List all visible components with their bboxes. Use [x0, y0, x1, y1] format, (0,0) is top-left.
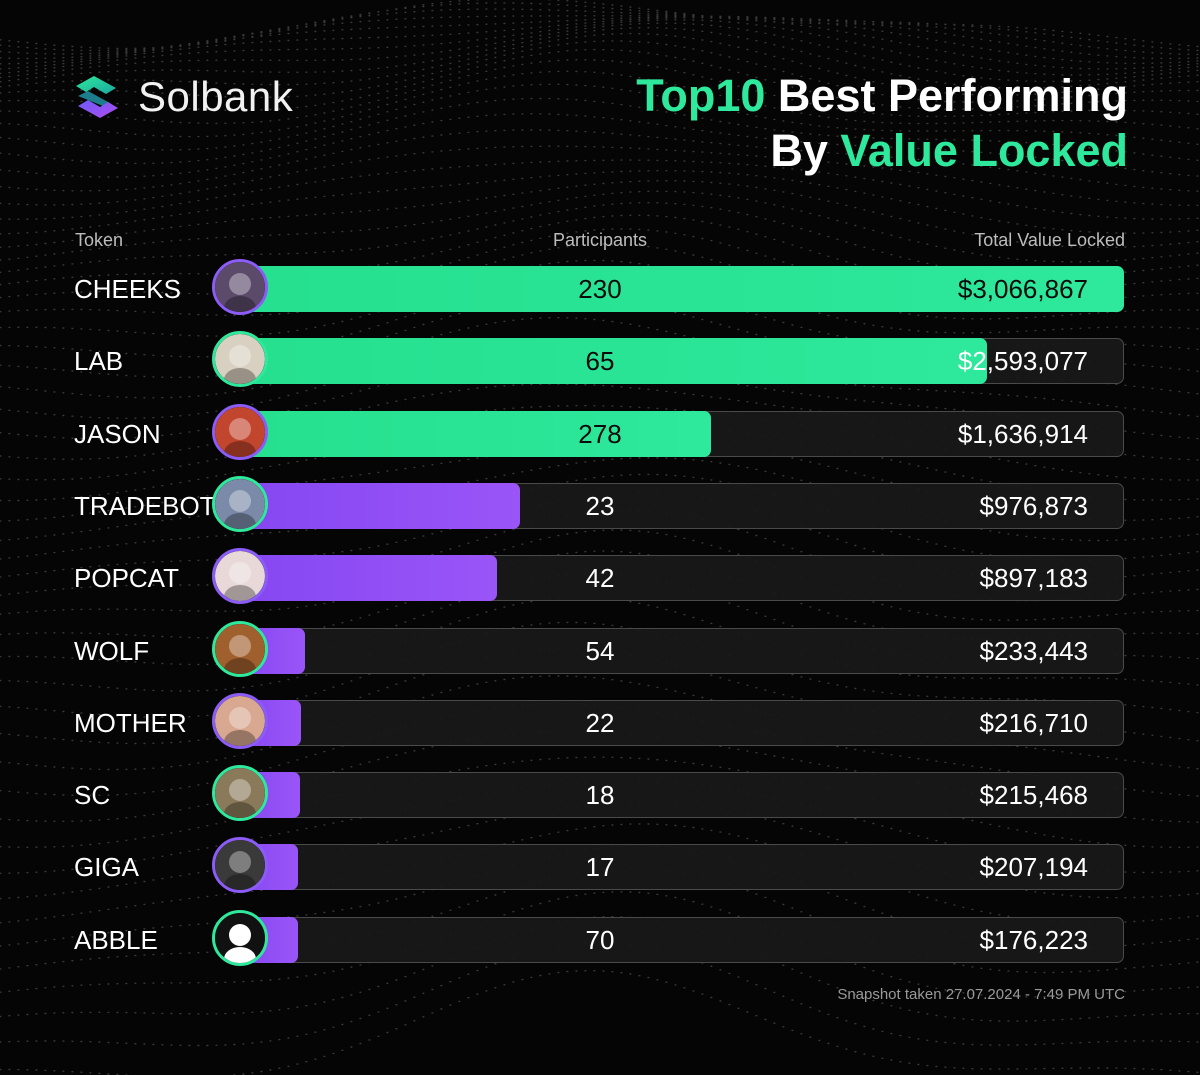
abble-avatar-icon: [212, 909, 268, 966]
table-row: POPCAT 42 $897,183: [0, 548, 1200, 605]
participants-value: 230: [578, 274, 622, 304]
tvl-bar: [238, 555, 497, 602]
participants-value: 22: [585, 707, 615, 738]
table-row: GIGA 17 $207,194: [0, 837, 1200, 894]
table-row: LAB 65 $2,593,077: [0, 331, 1200, 388]
token-name: ABBLE: [74, 924, 158, 955]
token-name: POPCAT: [74, 563, 179, 594]
tvl-value: $215,468: [979, 780, 1088, 811]
token-name: GIGA: [74, 852, 140, 883]
token-name: JASON: [74, 418, 161, 449]
brand-logo: Solbank: [72, 72, 293, 122]
brand-name: Solbank: [138, 73, 294, 120]
participants-value: 23: [585, 490, 615, 521]
mother-avatar-icon: [212, 692, 268, 749]
tradebot-avatar-icon: [212, 475, 268, 532]
bar-track: [238, 772, 1124, 819]
participants-value: 17: [585, 852, 615, 883]
jason-avatar-icon: [212, 403, 268, 460]
table-row: ABBLE 70 $176,223: [0, 909, 1200, 966]
table-row: MOTHER 22 $216,710: [0, 692, 1200, 749]
token-name: SC: [74, 780, 111, 811]
token-name: LAB: [74, 346, 124, 377]
participants-value: 70: [585, 924, 615, 955]
tvl-value: $976,873: [979, 490, 1088, 521]
popcat-avatar-icon: [212, 548, 268, 605]
table-row: CHEEKS 230 $3,066,867: [0, 259, 1200, 315]
token-name: MOTHER: [74, 707, 187, 738]
participants-value: 278: [578, 418, 622, 449]
tvl-bar: [238, 410, 711, 457]
table-row: WOLF 54 $233,443: [0, 620, 1200, 677]
column-header-total-value-locked: Total Value Locked: [974, 230, 1125, 250]
token-name: WOLF: [74, 635, 150, 666]
column-header-participants: Participants: [552, 230, 648, 250]
tvl-value: $176,223: [979, 924, 1088, 955]
token-name: TRADEBOT: [74, 490, 216, 521]
participants-value: 54: [585, 635, 615, 666]
tvl-bar: [238, 482, 520, 529]
participants-value: 65: [585, 346, 615, 377]
tvl-bar: [238, 338, 987, 385]
tvl-value: $897,183: [979, 563, 1088, 594]
tvl-value: $216,710: [979, 707, 1088, 738]
bar-track: [238, 699, 1124, 746]
participants-value: 42: [585, 563, 615, 594]
bar-track: [238, 916, 1124, 963]
tvl-value: $1,636,914: [957, 418, 1088, 449]
tvl-bar: [238, 266, 1124, 312]
chart-title: Top10 Best Performing By Value Locked: [636, 68, 1128, 178]
cheeks-avatar-icon: [212, 259, 268, 315]
title-value-locked: Value Locked: [840, 125, 1128, 176]
participants-value: 18: [585, 780, 615, 811]
bar-track: [238, 844, 1124, 891]
tvl-value: $233,443: [979, 635, 1088, 666]
title-by: By: [770, 125, 841, 176]
tvl-value: $2,593,077: [957, 346, 1088, 377]
sc-avatar-icon: [212, 765, 268, 822]
title-top10: Top10: [636, 70, 766, 121]
token-name: CHEEKS: [74, 274, 181, 304]
table-row: TRADEBOT 23 $976,873: [0, 475, 1200, 532]
tvl-value: $207,194: [979, 852, 1088, 883]
wolf-avatar-icon: [212, 620, 268, 677]
table-row: SC 18 $215,468: [0, 765, 1200, 822]
tvl-value: $3,066,867: [957, 274, 1088, 304]
column-header-token: Token: [75, 230, 124, 250]
giga-avatar-icon: [212, 837, 268, 894]
snapshot-timestamp: Snapshot taken 27.07.2024 - 7:49 PM UTC: [837, 986, 1125, 1003]
lab-avatar-icon: [212, 331, 268, 388]
solbank-logo-icon: [76, 76, 118, 118]
table-row: JASON 278 $1,636,914: [0, 403, 1200, 460]
title-best-performing: Best Performing: [765, 70, 1128, 121]
